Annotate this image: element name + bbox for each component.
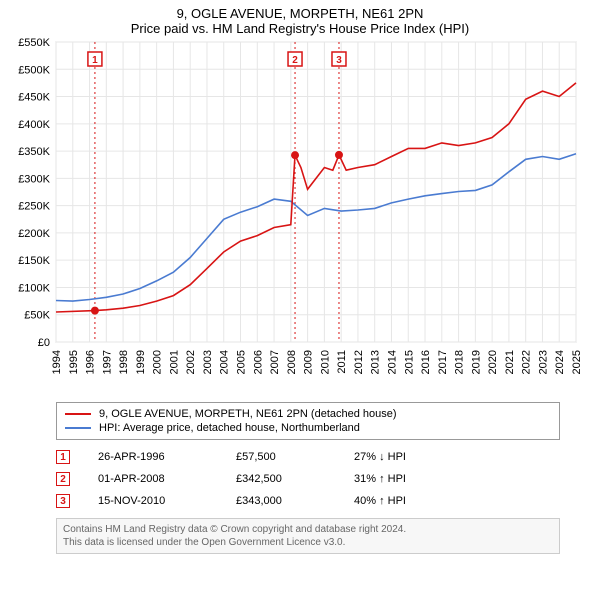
svg-text:2025: 2025 (571, 350, 583, 374)
legend-row-blue: HPI: Average price, detached house, Nort… (65, 421, 551, 435)
svg-text:3: 3 (336, 55, 342, 66)
svg-text:1998: 1998 (118, 350, 130, 374)
svg-text:2010: 2010 (319, 350, 331, 374)
svg-text:£300K: £300K (18, 173, 50, 185)
footer-line-2: This data is licensed under the Open Gov… (63, 537, 345, 548)
legend-row-red: 9, OGLE AVENUE, MORPETH, NE61 2PN (detac… (65, 407, 551, 421)
line-chart-svg: £0 £50K £100K £150K £200K £250K £300K £350K £400… (0, 38, 600, 398)
event-pct: 27% ↓ HPI (354, 451, 560, 463)
svg-text:2001: 2001 (168, 350, 180, 374)
event-pct: 40% ↑ HPI (354, 495, 560, 507)
svg-text:2008: 2008 (286, 350, 298, 374)
svg-text:2014: 2014 (386, 350, 398, 374)
svg-text:2006: 2006 (252, 350, 264, 374)
title-address: 9, OGLE AVENUE, MORPETH, NE61 2PN (0, 6, 600, 21)
svg-text:£500K: £500K (18, 64, 50, 76)
legend-label-blue: HPI: Average price, detached house, Nort… (99, 422, 360, 434)
svg-text:2005: 2005 (236, 350, 248, 374)
event-date: 26-APR-1996 (98, 451, 208, 463)
svg-text:2015: 2015 (403, 350, 415, 374)
event-price: £57,500 (236, 451, 326, 463)
svg-text:2019: 2019 (470, 350, 482, 374)
svg-text:2000: 2000 (152, 350, 164, 374)
svg-text:1995: 1995 (68, 350, 80, 374)
svg-text:2024: 2024 (554, 350, 566, 374)
legend: 9, OGLE AVENUE, MORPETH, NE61 2PN (detac… (56, 402, 560, 440)
event-price: £343,000 (236, 495, 326, 507)
event-row: 1 26-APR-1996 £57,500 27% ↓ HPI (56, 446, 560, 468)
svg-text:1997: 1997 (101, 350, 113, 374)
chart-area: £0 £50K £100K £150K £200K £250K £300K £350K £400… (0, 38, 600, 398)
svg-text:2004: 2004 (219, 350, 231, 374)
footer-attribution: Contains HM Land Registry data © Crown c… (56, 518, 560, 554)
legend-label-red: 9, OGLE AVENUE, MORPETH, NE61 2PN (detac… (99, 408, 397, 420)
svg-text:£450K: £450K (18, 92, 50, 104)
svg-text:1994: 1994 (51, 350, 63, 374)
event-date: 15-NOV-2010 (98, 495, 208, 507)
svg-text:£0: £0 (38, 337, 50, 349)
svg-text:2021: 2021 (504, 350, 516, 374)
footer-line-1: Contains HM Land Registry data © Crown c… (63, 524, 406, 535)
events-table: 1 26-APR-1996 £57,500 27% ↓ HPI 2 01-APR-2008… (56, 446, 560, 512)
svg-text:£100K: £100K (18, 282, 50, 294)
svg-text:£200K: £200K (18, 228, 50, 240)
svg-text:2017: 2017 (437, 350, 449, 374)
svg-text:2020: 2020 (487, 350, 499, 374)
title-subtitle: Price paid vs. HM Land Registry's House … (0, 21, 600, 36)
svg-text:2013: 2013 (370, 350, 382, 374)
svg-text:2018: 2018 (454, 350, 466, 374)
svg-text:£150K: £150K (18, 255, 50, 267)
svg-text:2007: 2007 (269, 350, 281, 374)
svg-text:£250K: £250K (18, 201, 50, 213)
legend-swatch-blue (65, 427, 91, 429)
svg-text:1996: 1996 (85, 350, 97, 374)
svg-text:2: 2 (292, 55, 298, 66)
event-pct: 31% ↑ HPI (354, 473, 560, 485)
legend-swatch-red (65, 413, 91, 415)
event-date: 01-APR-2008 (98, 473, 208, 485)
svg-text:£400K: £400K (18, 119, 50, 131)
event-marker-box: 3 (56, 494, 70, 508)
svg-text:2011: 2011 (336, 350, 348, 374)
svg-text:1999: 1999 (135, 350, 147, 374)
svg-text:1: 1 (92, 55, 98, 66)
svg-text:2016: 2016 (420, 350, 432, 374)
svg-text:2022: 2022 (521, 350, 533, 374)
svg-text:£350K: £350K (18, 146, 50, 158)
event-marker-box: 2 (56, 472, 70, 486)
event-price: £342,500 (236, 473, 326, 485)
event-marker-box: 1 (56, 450, 70, 464)
svg-text:2003: 2003 (202, 350, 214, 374)
chart-container: 9, OGLE AVENUE, MORPETH, NE61 2PN Price … (0, 0, 600, 554)
event-row: 3 15-NOV-2010 £343,000 40% ↑ HPI (56, 490, 560, 512)
titles: 9, OGLE AVENUE, MORPETH, NE61 2PN Price … (0, 0, 600, 38)
svg-text:2023: 2023 (537, 350, 549, 374)
svg-text:2002: 2002 (185, 350, 197, 374)
svg-text:£50K: £50K (24, 310, 50, 322)
svg-text:£550K: £550K (18, 38, 50, 49)
event-row: 2 01-APR-2008 £342,500 31% ↑ HPI (56, 468, 560, 490)
svg-text:2012: 2012 (353, 350, 365, 374)
svg-text:2009: 2009 (303, 350, 315, 374)
